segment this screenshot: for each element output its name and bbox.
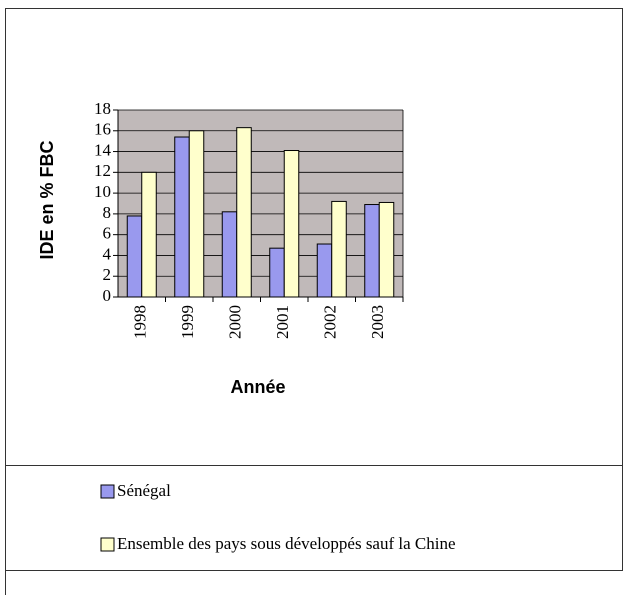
bar xyxy=(331,200,347,298)
x-tick-label: 2002 xyxy=(321,305,340,339)
y-tick-label: 16 xyxy=(94,120,111,139)
y-tick-label: 0 xyxy=(103,286,112,305)
bar xyxy=(364,204,380,298)
plot-area xyxy=(118,110,403,297)
bar xyxy=(236,127,252,298)
y-tick-label: 10 xyxy=(94,182,111,201)
y-tick-label: 18 xyxy=(94,99,111,118)
x-tick-label: 1999 xyxy=(178,305,197,339)
bar xyxy=(283,150,300,298)
y-tick-label: 2 xyxy=(103,265,112,284)
bar xyxy=(188,130,205,298)
bar xyxy=(221,211,238,298)
legend-label: Sénégal xyxy=(117,481,171,500)
x-tick-label: 2001 xyxy=(273,305,292,339)
x-tick-label: 2003 xyxy=(368,305,387,339)
y-tick-label: 8 xyxy=(103,203,112,222)
legend-swatch xyxy=(100,484,115,499)
y-tick-label: 14 xyxy=(94,140,112,159)
y-tick-label: 6 xyxy=(103,224,112,243)
x-tick-label: 1998 xyxy=(131,305,150,339)
y-tick-label: 4 xyxy=(103,244,112,263)
bar xyxy=(126,215,143,298)
y-axis-title: IDE en % FBC xyxy=(37,140,57,259)
bar xyxy=(316,243,333,298)
bar xyxy=(269,247,285,298)
x-tick-label: 2000 xyxy=(226,305,245,339)
bar xyxy=(141,171,157,298)
legend-swatch xyxy=(100,537,115,552)
x-axis-title: Année xyxy=(230,377,285,397)
legend-label: Ensemble des pays sous développés sauf l… xyxy=(117,534,456,553)
bar xyxy=(378,201,395,298)
y-tick-label: 12 xyxy=(94,161,111,180)
bar xyxy=(174,136,190,298)
